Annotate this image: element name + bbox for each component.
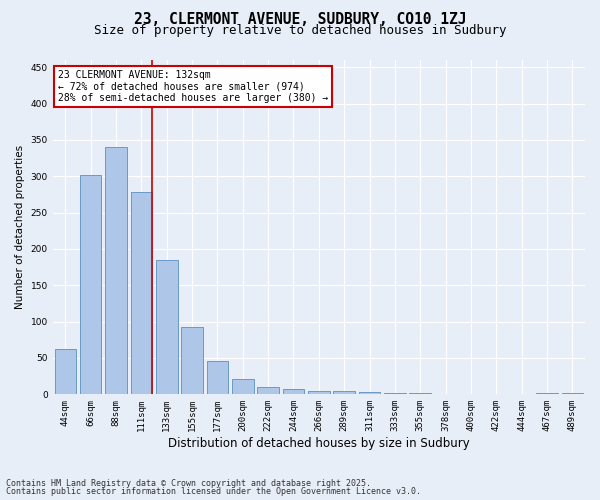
Bar [334, 390, 355, 394]
Bar [80, 175, 101, 394]
Bar [55, 348, 76, 395]
Text: Size of property relative to detached houses in Sudbury: Size of property relative to detached ho… [94, 24, 506, 37]
Bar [156, 260, 178, 394]
Bar [536, 393, 558, 394]
Bar [105, 147, 127, 394]
Bar [359, 392, 380, 394]
Bar [131, 192, 152, 394]
Bar [308, 390, 329, 394]
Y-axis label: Number of detached properties: Number of detached properties [15, 145, 25, 309]
Text: Contains public sector information licensed under the Open Government Licence v3: Contains public sector information licen… [6, 487, 421, 496]
Text: 23 CLERMONT AVENUE: 132sqm
← 72% of detached houses are smaller (974)
28% of sem: 23 CLERMONT AVENUE: 132sqm ← 72% of deta… [58, 70, 328, 103]
Bar [283, 389, 304, 394]
Bar [206, 361, 228, 394]
Text: 23, CLERMONT AVENUE, SUDBURY, CO10 1ZJ: 23, CLERMONT AVENUE, SUDBURY, CO10 1ZJ [134, 12, 466, 28]
Bar [232, 379, 254, 394]
Bar [257, 387, 279, 394]
Bar [384, 393, 406, 394]
Bar [409, 393, 431, 394]
Bar [181, 328, 203, 394]
Text: Contains HM Land Registry data © Crown copyright and database right 2025.: Contains HM Land Registry data © Crown c… [6, 478, 371, 488]
X-axis label: Distribution of detached houses by size in Sudbury: Distribution of detached houses by size … [168, 437, 470, 450]
Bar [562, 393, 583, 394]
